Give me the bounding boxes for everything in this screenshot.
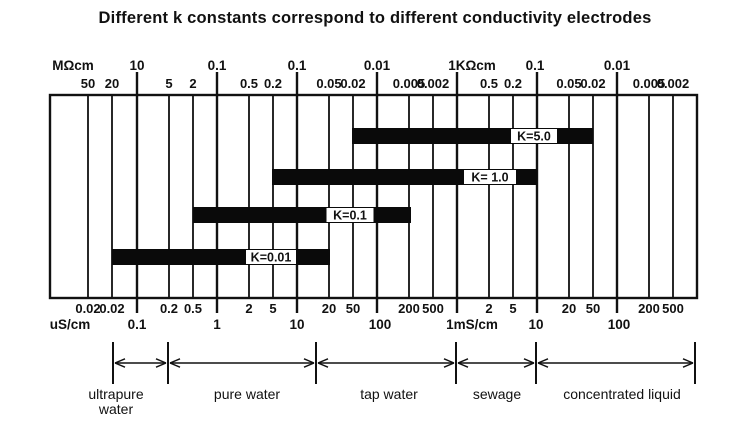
top-axis-minor-tick-label: 0.005 xyxy=(393,76,426,91)
k-constant-label: K=0.01 xyxy=(251,251,292,265)
k-constant-label: K= 1.0 xyxy=(471,171,508,185)
bottom-axis-unit-label: uS/cm xyxy=(50,317,91,332)
chart-frame xyxy=(48,93,699,300)
top-axis-minor-tick-label: 0.002 xyxy=(657,76,690,91)
bottom-axis-minor-tick-label: 20 xyxy=(562,301,576,316)
bottom-axis-major-tick-label: 100 xyxy=(608,317,631,332)
top-axis-minor-tick-label: 0.02 xyxy=(580,76,605,91)
k-constant-label: K=0.1 xyxy=(333,209,367,223)
top-axis-minor-tick-label: 0.2 xyxy=(264,76,282,91)
water-category-label: sewage xyxy=(473,386,521,402)
bottom-axis-minor-tick-label: 200 xyxy=(638,301,660,316)
bottom-axis-minor-tick-label: 500 xyxy=(422,301,444,316)
top-axis-minor-tick-label: 20 xyxy=(105,76,119,91)
bottom-axis-minor-tick-label: 500 xyxy=(662,301,684,316)
range-arrow-right-head xyxy=(443,358,455,364)
top-axis-major-tick-label: 0.01 xyxy=(364,58,391,73)
k-constant-label: K=5.0 xyxy=(517,130,551,144)
range-arrow-right-head xyxy=(523,362,535,368)
water-category-label: pure water xyxy=(214,386,280,402)
range-arrow-right-head xyxy=(682,362,694,368)
bottom-axis-minor-tick-label: 0.02 xyxy=(75,301,100,316)
top-axis-minor-tick-label: 0.2 xyxy=(504,76,522,91)
top-axis-minor-tick-label: 0.002 xyxy=(417,76,450,91)
top-axis-minor-tick-label: 0.5 xyxy=(240,76,258,91)
top-axis-minor-tick-label: 50 xyxy=(81,76,95,91)
figure-title: Different k constants correspond to diff… xyxy=(98,9,652,27)
water-category-label: concentrated liquid xyxy=(563,386,681,402)
bottom-axis-minor-tick-label: 0.02 xyxy=(99,301,124,316)
top-axis-minor-tick-label: 0.5 xyxy=(480,76,498,91)
range-arrow-left-head xyxy=(537,362,549,368)
range-arrow-left-head xyxy=(457,358,469,364)
bottom-axis-minor-tick-label: 2 xyxy=(245,301,252,316)
top-axis-major-tick-label: 10 xyxy=(129,58,144,73)
top-axis-unit-label: MΩcm xyxy=(52,58,94,73)
range-arrow-right-head xyxy=(303,358,315,364)
water-category-label: water xyxy=(98,401,134,417)
bottom-axis-major-tick-label: 10 xyxy=(528,317,543,332)
range-arrow-right-head xyxy=(523,358,535,364)
bottom-axis-minor-tick-label: 200 xyxy=(398,301,420,316)
k-constant-range-bar xyxy=(112,249,330,265)
range-arrow-right-head xyxy=(155,358,167,364)
bottom-axis-major-tick-label: 100 xyxy=(369,317,392,332)
range-arrow-right-head xyxy=(155,362,167,368)
range-arrow-right-head xyxy=(682,358,694,364)
range-arrow-left-head xyxy=(457,362,469,368)
bottom-axis-major-tick-label: 1 xyxy=(213,317,221,332)
bottom-axis-major-tick-label: 1mS/cm xyxy=(446,317,498,332)
range-arrow-left-head xyxy=(169,362,181,368)
range-arrow-left-head xyxy=(537,358,549,364)
bottom-axis-minor-tick-label: 50 xyxy=(586,301,600,316)
top-axis-major-tick-label: 0.1 xyxy=(208,58,227,73)
range-arrow-left-head xyxy=(317,362,329,368)
range-arrow-left-head xyxy=(317,358,329,364)
top-axis-minor-tick-label: 2 xyxy=(189,76,196,91)
top-axis-minor-tick-label: 5 xyxy=(165,76,172,91)
range-arrow-left-head xyxy=(114,362,126,368)
top-axis-minor-tick-label: 0.05 xyxy=(316,76,341,91)
bottom-axis-minor-tick-label: 20 xyxy=(322,301,336,316)
range-arrow-right-head xyxy=(443,362,455,368)
water-category-label: ultrapure xyxy=(88,386,143,402)
bottom-axis-major-tick-label: 10 xyxy=(289,317,304,332)
top-axis-major-tick-label: 0.01 xyxy=(604,58,631,73)
top-axis-minor-tick-label: 0.005 xyxy=(633,76,666,91)
range-arrow-left-head xyxy=(169,358,181,364)
k-constant-label-box xyxy=(464,170,516,184)
k-constant-label-box xyxy=(511,129,557,143)
top-axis-minor-tick-label: 0.05 xyxy=(556,76,581,91)
top-axis-minor-tick-label: 0.02 xyxy=(340,76,365,91)
range-arrow-right-head xyxy=(303,362,315,368)
k-constant-label-box xyxy=(246,250,296,264)
k-constant-label-box xyxy=(326,208,374,222)
bottom-axis-minor-tick-label: 50 xyxy=(346,301,360,316)
top-axis-major-tick-label: 1KΩcm xyxy=(448,58,496,73)
bottom-axis-minor-tick-label: 0.2 xyxy=(160,301,178,316)
top-axis-major-tick-label: 0.1 xyxy=(526,58,545,73)
bottom-axis-major-tick-label: 0.1 xyxy=(128,317,147,332)
top-axis-major-tick-label: 0.1 xyxy=(288,58,307,73)
k-constant-range-bar xyxy=(193,207,411,223)
bottom-axis-minor-tick-label: 5 xyxy=(509,301,516,316)
bottom-axis-minor-tick-label: 2 xyxy=(485,301,492,316)
range-arrow-left-head xyxy=(114,358,126,364)
water-category-label: tap water xyxy=(360,386,418,402)
bottom-axis-minor-tick-label: 5 xyxy=(269,301,276,316)
bottom-axis-minor-tick-label: 0.5 xyxy=(184,301,202,316)
